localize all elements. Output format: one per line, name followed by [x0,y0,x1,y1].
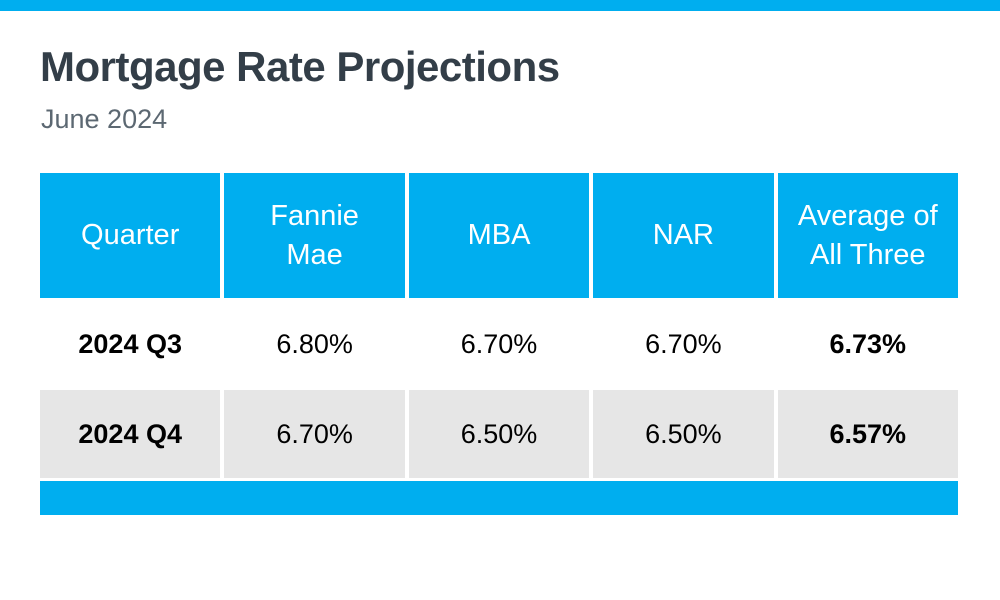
page-title: Mortgage Rate Projections [40,43,560,90]
mba-value-cell: 6.50% [408,390,590,478]
top-accent-bar [0,0,1000,11]
quarter-cell: 2024 Q4 [40,390,221,478]
column-header-average-of-all-three: Average of All Three [777,173,958,298]
nar-value-cell: 6.50% [593,390,774,478]
column-header-quarter: Quarter [40,173,221,298]
column-header-nar: NAR [593,173,774,298]
average-value-cell: 6.57% [777,390,958,478]
average-value-cell: 6.73% [829,328,907,359]
column-header-fannie-mae: Fannie Mae [224,173,405,298]
mba-value-cell: 6.70% [460,328,538,359]
column-header-mba: MBA [408,173,590,298]
quarter-cell: 2024 Q3 [78,328,182,359]
fannie-mae-value-cell: 6.80% [276,328,353,359]
page-subtitle: June 2024 [41,104,168,134]
bottom-accent-bar [40,481,958,515]
nar-value-cell: 6.70% [645,328,722,359]
mortgage-rate-projections-table: Quarter Fannie Mae MBA NAR Average of Al… [40,173,958,515]
fannie-mae-value-cell: 6.70% [224,390,405,478]
